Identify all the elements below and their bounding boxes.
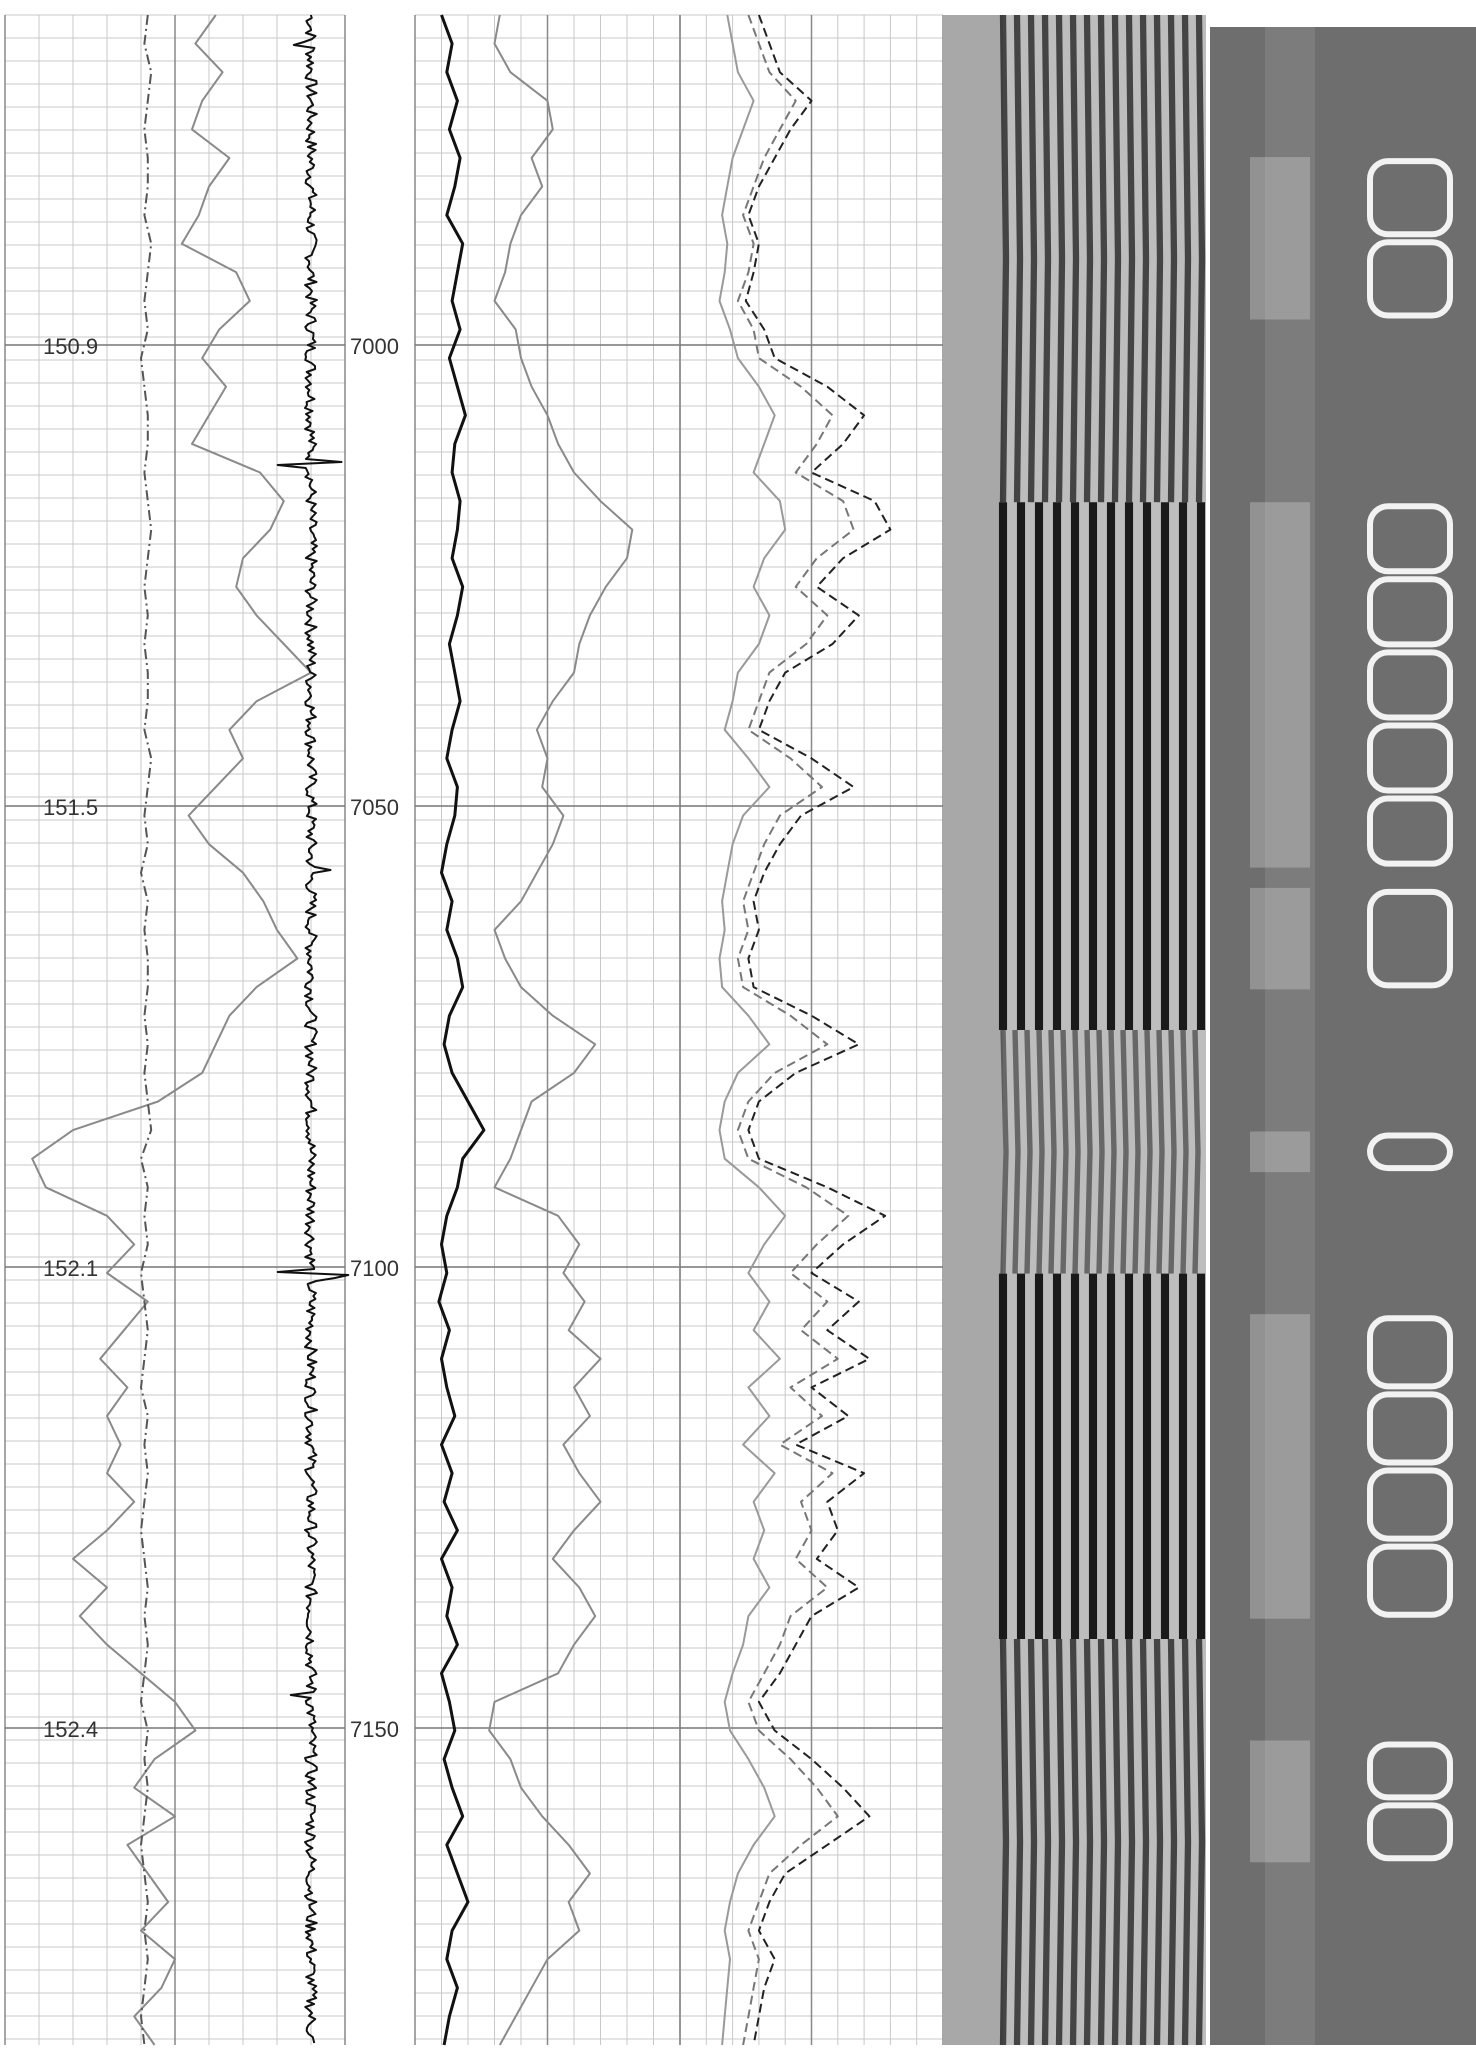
bright-zone-ring <box>1367 239 1453 319</box>
waveform-stripe <box>1139 14 1150 503</box>
bright-zone-ring <box>1367 503 1453 575</box>
waveform-stripe <box>1168 1029 1177 1274</box>
track2-curve-2 <box>488 14 634 2046</box>
bright-zone-ring <box>1367 1467 1453 1542</box>
waveform-stripe <box>1072 1029 1081 1274</box>
bright-zone-ring <box>1367 1741 1453 1801</box>
track3-curve-3 <box>718 14 787 2046</box>
waveform-stripe <box>1192 1029 1201 1274</box>
track1-depth-tick: 151.5 <box>43 795 98 820</box>
waveform-stripe <box>1097 14 1108 503</box>
waveform-stripe <box>1195 14 1206 503</box>
waveform-stripe <box>1027 1638 1038 2046</box>
waveform-stripe <box>1181 1638 1192 2046</box>
track2-depth-tick: 7000 <box>350 334 399 359</box>
track2-depth-tick: 7150 <box>350 1717 399 1742</box>
waveform-stripe <box>1013 1638 1024 2046</box>
bright-zone-ring <box>1367 158 1453 238</box>
bright-zone-glow <box>1250 887 1310 990</box>
track2-depth-tick: 7050 <box>350 795 399 820</box>
log-curves <box>31 14 892 2046</box>
waveform-stripe <box>1069 14 1080 503</box>
waveform-stripe <box>1108 1029 1117 1274</box>
waveform-stripe <box>1048 1029 1057 1274</box>
waveform-stripe <box>1144 1029 1153 1274</box>
track1-curve-3 <box>276 14 350 2044</box>
waveform-stripe <box>1167 14 1178 503</box>
track1-curve-1 <box>31 14 312 2046</box>
track3-curve-1 <box>744 14 892 2046</box>
bright-zone-ring <box>1367 1802 1453 1862</box>
waveform-stripe <box>1139 1638 1150 2046</box>
bright-zone-glow <box>1250 1131 1310 1173</box>
track1-depth-tick: 150.9 <box>43 334 98 359</box>
waveform-stripe <box>1055 1638 1066 2046</box>
bright-zone-glow <box>1250 157 1310 320</box>
waveform-stripe <box>1083 1638 1094 2046</box>
bright-zone-glow <box>1250 1314 1310 1619</box>
bright-zone-glow <box>1250 1740 1310 1863</box>
waveform-stripe <box>1036 1029 1045 1274</box>
bright-zone-ring <box>1367 888 1453 989</box>
waveform-stripe <box>1084 1029 1093 1274</box>
track2-depth-tick: 7100 <box>350 1256 399 1281</box>
bright-zone-ring <box>1367 1391 1453 1466</box>
image-tracks <box>943 14 1476 2046</box>
waveform-stripe <box>1000 1029 1009 1274</box>
waveform-stripe <box>999 1638 1010 2046</box>
bright-zone-glow <box>1250 502 1310 868</box>
waveform-stripe <box>1180 1029 1189 1274</box>
waveform-stripe <box>1125 14 1136 503</box>
track1-depth-tick: 152.1 <box>43 1256 98 1281</box>
bright-zone-ring <box>1367 1132 1453 1172</box>
waveform-stripe <box>1195 1638 1206 2046</box>
waveform-stripe <box>1041 1638 1052 2046</box>
waveform-flat-band <box>943 15 1003 2045</box>
image-track-band <box>1265 27 1315 2045</box>
waveform-stripe <box>1153 1638 1164 2046</box>
waveform-stripe <box>1055 14 1066 503</box>
waveform-stripe <box>1060 1029 1069 1274</box>
waveform-stripe <box>1012 1029 1021 1274</box>
track-grids <box>4 14 944 2045</box>
track3-curve-2 <box>736 14 855 2046</box>
waveform-stripe <box>1181 14 1192 503</box>
waveform-stripe <box>1167 1638 1178 2046</box>
bright-zone-ring <box>1367 722 1453 794</box>
bright-zone-ring <box>1367 1315 1453 1390</box>
waveform-stripe <box>1125 1638 1136 2046</box>
waveform-stripe <box>1013 14 1024 503</box>
waveform-stripe <box>1024 1029 1033 1274</box>
depth-tick-labels: 150.9 151.5 152.1 152.4 7000 7050 7100 7… <box>43 334 399 1742</box>
waveform-stripe <box>1041 14 1052 503</box>
track2-curve-1 <box>437 14 486 2046</box>
waveform-stripe <box>1153 14 1164 503</box>
waveform-stripe <box>1120 1029 1129 1274</box>
bright-zone-ring <box>1367 795 1453 867</box>
waveform-stripe <box>1083 14 1094 503</box>
waveform-stripe <box>1097 1638 1108 2046</box>
waveform-stripe <box>1069 1638 1080 2046</box>
bright-zone-ring <box>1367 649 1453 721</box>
waveform-stripe <box>1027 14 1038 503</box>
waveform-stripe <box>1111 1638 1122 2046</box>
waveform-stripe <box>1132 1029 1141 1274</box>
waveform-stripe <box>1111 14 1122 503</box>
waveform-stripe <box>1156 1029 1165 1274</box>
track1-curve-2 <box>140 14 153 2046</box>
image-track-background <box>1210 27 1476 2045</box>
waveform-stripe <box>1096 1029 1105 1274</box>
waveform-stripe <box>999 14 1010 503</box>
track1-depth-tick: 152.4 <box>43 1717 98 1742</box>
bright-zone-ring <box>1367 576 1453 648</box>
bright-zone-ring <box>1367 1543 1453 1618</box>
